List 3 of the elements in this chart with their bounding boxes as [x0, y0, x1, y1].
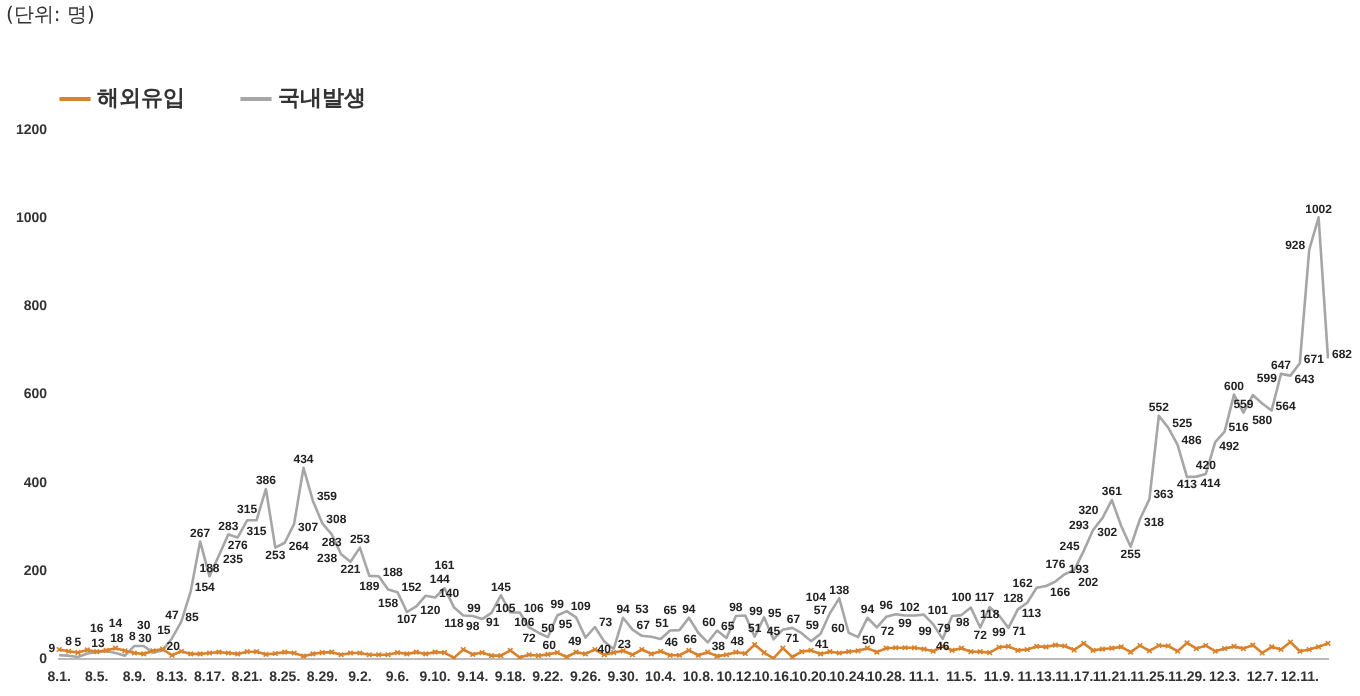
- legend-label: 국내발생: [278, 84, 366, 111]
- legend-label: 해외유입: [97, 84, 185, 111]
- text: (단위: 명): [6, 5, 95, 28]
